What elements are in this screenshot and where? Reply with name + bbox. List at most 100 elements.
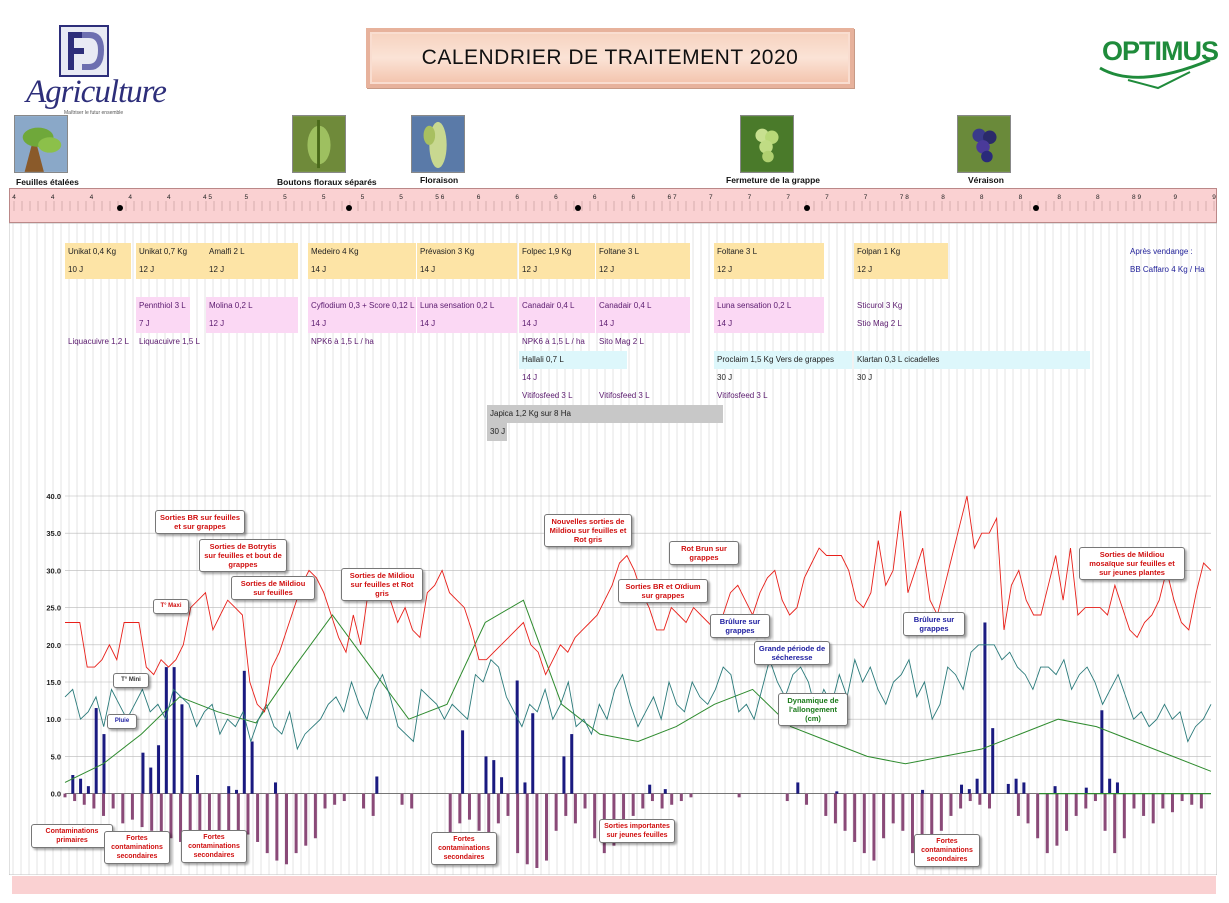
treatment-label: Hallali 0,7 L <box>519 351 627 369</box>
treatment-label: Folpan 1 Kg <box>854 243 948 261</box>
optimus-logo: OPTIMUS <box>1098 30 1219 92</box>
rain-bar <box>1084 787 1088 794</box>
timeline-month-label: 8 <box>1096 194 1100 201</box>
rain-bar <box>570 734 574 794</box>
rain-bar <box>1053 786 1057 794</box>
callout-fortes-contaminations: Fortes contaminations secondaires <box>914 834 980 867</box>
rain-bar <box>921 789 925 794</box>
treatment-label: Cyflodium 0,3 + Score 0,12 L <box>308 297 416 315</box>
timeline-month-label: 4 5 <box>203 194 212 201</box>
rain-bar <box>484 756 488 794</box>
rain-bar <box>663 789 667 794</box>
timeline-month-label: 5 <box>322 194 326 201</box>
rain-bar <box>523 782 527 794</box>
contamination-bar <box>284 793 288 865</box>
treatment-label: Medeiro 4 Kg <box>308 243 416 261</box>
contamination-bar <box>1045 793 1049 854</box>
contamination-bar <box>583 793 587 809</box>
contamination-bar <box>872 793 876 861</box>
y-tick-label: 30.0 <box>46 566 61 575</box>
treatment-days: 30 J <box>487 423 507 441</box>
timeline-month-label: 6 7 <box>668 194 677 201</box>
contamination-bar <box>294 793 298 854</box>
contamination-bar <box>1036 793 1040 839</box>
contamination-bar <box>1190 793 1194 805</box>
y-tick-label: 10.0 <box>46 715 61 724</box>
stage-label: Véraison <box>968 175 1004 185</box>
contamination-bar <box>1065 793 1069 831</box>
contamination-bar <box>882 793 886 839</box>
contamination-bar <box>275 793 279 861</box>
contamination-bar <box>1142 793 1146 816</box>
timeline-dot <box>575 205 581 211</box>
contamination-bar <box>622 793 626 831</box>
contamination-bar <box>1180 793 1184 802</box>
rain-bar <box>242 670 246 794</box>
rain-bar <box>149 767 153 794</box>
rain-bar <box>71 775 75 794</box>
callout-secheresse: Grande période de sécheresse <box>754 641 830 665</box>
contamination-bar <box>1151 793 1155 824</box>
timeline-month-label: 4 <box>51 194 55 201</box>
timeline-month-label: 6 <box>477 194 481 201</box>
treatment-label: Amalfi 2 L <box>206 243 298 261</box>
timeline-dot <box>117 205 123 211</box>
y-tick-label: 20.0 <box>46 641 61 650</box>
y-tick-label: 15.0 <box>46 678 61 687</box>
treatment-label: Foltane 3 L <box>714 243 824 261</box>
agriculture-logo: Agriculture Maîtriser le futur ensemble <box>26 22 167 116</box>
contamination-bar <box>102 793 106 816</box>
contamination-bar <box>487 793 491 839</box>
feuilles-etalees-photo-icon <box>14 115 68 173</box>
timeline-dot <box>804 205 810 211</box>
rain-bar <box>1108 778 1112 794</box>
contamination-bar <box>689 793 693 798</box>
rain-bar <box>273 782 277 794</box>
timeline-month-label: 5 <box>283 194 287 201</box>
bottom-strip <box>12 876 1216 894</box>
timeline-month-label: 8 <box>980 194 984 201</box>
callout-mildiou-mosaique: Sorties de Mildiou mosaïque sur feuilles… <box>1079 547 1185 580</box>
callout-contaminations-primaires: Contaminations primaires <box>31 824 113 848</box>
rain-bar <box>648 784 652 794</box>
treatment-label: Canadair 0,4 L <box>519 297 595 315</box>
rain-bar <box>196 775 200 794</box>
treatment-label: Canadair 0,4 L <box>596 297 690 315</box>
treatment-days: 14 J <box>596 315 690 333</box>
treatment-label: Molina 0,2 L <box>206 297 298 315</box>
treatment-days: 14 J <box>417 315 517 333</box>
contamination-bar <box>862 793 866 854</box>
callout-nouvelles-sorties: Nouvelles sorties de Mildiou sur feuille… <box>544 514 632 547</box>
treatment-days: 12 J <box>206 261 298 279</box>
contamination-bar <box>207 793 211 861</box>
contamination-bar <box>564 793 568 816</box>
contamination-bar <box>179 793 183 842</box>
contamination-bar <box>82 793 86 805</box>
rain-bar <box>172 667 176 794</box>
treatment-days: 12 J <box>136 261 206 279</box>
callout-br-feuilles: Sorties BR sur feuilles et sur grappes <box>155 510 245 534</box>
rain-bar <box>835 791 839 794</box>
contamination-bar <box>467 793 471 820</box>
timeline-dot <box>346 205 352 211</box>
treatment-label: NPK6 à 1,5 L / ha <box>522 337 585 346</box>
stage-label: Fermeture de la grappe <box>726 175 821 185</box>
rain-bar <box>975 778 979 794</box>
boutons-floraux-photo-icon <box>292 115 346 173</box>
contamination-bar <box>227 793 231 846</box>
logo-text: Agriculture <box>26 74 167 110</box>
contamination-bar <box>371 793 375 816</box>
treatment-label: Luna sensation 0,2 L <box>417 297 517 315</box>
stage-label: Boutons floraux séparés <box>277 177 377 187</box>
contamination-bar <box>333 793 337 805</box>
timeline-month-label: 4 <box>128 194 132 201</box>
treatment-days: 14 J <box>714 315 824 333</box>
rain-bar <box>86 786 90 794</box>
rain-bar <box>1100 710 1104 794</box>
rain-bar <box>960 784 964 794</box>
timeline-month-label: 6 <box>593 194 597 201</box>
treatment-label: Prévasion 3 Kg <box>417 243 517 261</box>
contamination-bar <box>573 793 577 824</box>
rain-bar <box>1014 778 1018 794</box>
contamination-bar <box>670 793 674 805</box>
